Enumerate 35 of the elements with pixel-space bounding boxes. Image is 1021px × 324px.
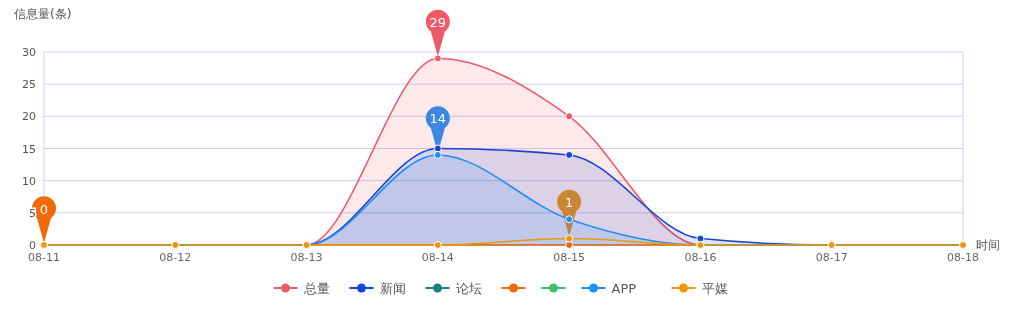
annotation: 29 — [429, 14, 447, 30]
legend-label: APP — [611, 281, 637, 296]
x-tick-label: 08-12 — [159, 251, 192, 264]
y-axis-title: 信息量(条) — [14, 7, 72, 21]
x-axis-title: 时间 — [976, 238, 1000, 252]
point — [433, 144, 442, 153]
x-tick-label: 08-11 — [28, 251, 60, 264]
annotation: 0 — [39, 201, 49, 217]
annotation: 1 — [565, 195, 574, 211]
y-tick-label: 0 — [29, 239, 36, 252]
point — [565, 150, 574, 159]
point — [696, 234, 705, 243]
point — [565, 215, 574, 224]
point — [433, 150, 442, 159]
x-tick-label: 08-15 — [553, 251, 586, 264]
annotation: 14 — [429, 111, 447, 127]
point — [433, 54, 442, 63]
y-tick-label: 25 — [22, 78, 36, 92]
x-tick-label: 08-18 — [947, 251, 979, 264]
y-tick-label: 5 — [29, 206, 36, 220]
y-tick-label: 20 — [22, 110, 36, 124]
legend-label: 论坛 — [455, 281, 482, 296]
x-tick-label: 08-16 — [684, 251, 717, 264]
legend-label: 平媒 — [701, 281, 728, 296]
point — [565, 112, 574, 121]
y-tick-label: 10 — [22, 174, 36, 188]
point — [565, 241, 574, 249]
point — [565, 234, 574, 243]
legend-label: 总量 — [302, 281, 330, 296]
y-tick-label: 30 — [22, 46, 36, 59]
x-tick-label: 08-14 — [421, 251, 454, 264]
x-tick-label: 08-13 — [290, 251, 323, 264]
legend-label: 新闻 — [379, 281, 406, 296]
y-tick-label: 15 — [22, 142, 36, 156]
x-tick-label: 08-17 — [815, 251, 848, 264]
